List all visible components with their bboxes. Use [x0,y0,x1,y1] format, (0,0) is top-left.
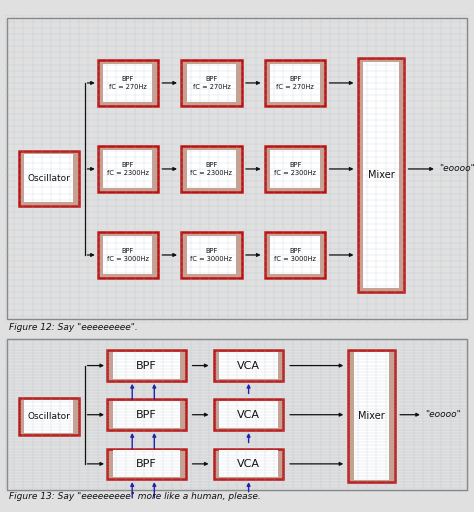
Text: BPF: BPF [136,360,157,371]
Text: Figure 12: Say "eeeeeeeee".: Figure 12: Say "eeeeeeeee". [9,323,138,332]
FancyBboxPatch shape [18,398,79,435]
Text: Figure 13: Say "eeeeeeeee" more like a human, please.: Figure 13: Say "eeeeeeeee" more like a h… [9,492,261,501]
FancyBboxPatch shape [214,350,283,381]
FancyBboxPatch shape [214,399,283,430]
Text: Mixer: Mixer [358,411,385,421]
Text: BPF
fC = 270Hz: BPF fC = 270Hz [192,76,230,90]
FancyBboxPatch shape [103,150,153,188]
FancyBboxPatch shape [265,146,325,192]
FancyBboxPatch shape [112,451,180,477]
Text: BPF: BPF [136,459,157,469]
FancyBboxPatch shape [112,401,180,428]
Text: Mixer: Mixer [368,170,394,180]
Text: BPF
fC = 3000Hz: BPF fC = 3000Hz [107,248,149,262]
Text: BPF
fC = 270Hz: BPF fC = 270Hz [276,76,314,90]
Text: "eoooo": "eoooo" [425,410,461,419]
Text: BPF
fC = 2300Hz: BPF fC = 2300Hz [191,162,232,176]
FancyBboxPatch shape [271,63,319,102]
FancyBboxPatch shape [103,236,153,274]
FancyBboxPatch shape [187,236,236,274]
FancyBboxPatch shape [364,62,399,288]
FancyBboxPatch shape [271,236,319,274]
FancyBboxPatch shape [214,449,283,479]
FancyBboxPatch shape [265,60,325,106]
FancyBboxPatch shape [358,58,404,292]
Text: VCA: VCA [237,459,260,469]
Text: "eoooo": "eoooo" [439,164,474,174]
FancyBboxPatch shape [348,350,395,482]
Text: Oscillator: Oscillator [27,412,70,421]
FancyBboxPatch shape [181,146,242,192]
FancyBboxPatch shape [107,350,186,381]
FancyBboxPatch shape [24,154,73,202]
FancyBboxPatch shape [18,151,79,206]
Text: BPF: BPF [136,410,157,420]
FancyBboxPatch shape [219,451,278,477]
FancyBboxPatch shape [98,146,158,192]
FancyBboxPatch shape [98,232,158,278]
FancyBboxPatch shape [181,60,242,106]
FancyBboxPatch shape [98,60,158,106]
FancyBboxPatch shape [103,63,153,102]
Text: BPF
fC = 2300Hz: BPF fC = 2300Hz [274,162,316,176]
FancyBboxPatch shape [107,449,186,479]
Text: BPF
fC = 3000Hz: BPF fC = 3000Hz [191,248,232,262]
FancyBboxPatch shape [112,352,180,379]
FancyBboxPatch shape [187,150,236,188]
FancyBboxPatch shape [181,232,242,278]
Text: VCA: VCA [237,410,260,420]
Text: BPF
fC = 270Hz: BPF fC = 270Hz [109,76,147,90]
Text: Oscillator: Oscillator [27,174,70,183]
FancyBboxPatch shape [219,352,278,379]
FancyBboxPatch shape [219,401,278,428]
FancyBboxPatch shape [271,150,319,188]
FancyBboxPatch shape [265,232,325,278]
FancyBboxPatch shape [354,352,389,480]
FancyBboxPatch shape [24,400,73,433]
Text: BPF
fC = 2300Hz: BPF fC = 2300Hz [107,162,149,176]
FancyBboxPatch shape [187,63,236,102]
FancyBboxPatch shape [107,399,186,430]
Text: VCA: VCA [237,360,260,371]
Text: BPF
fC = 3000Hz: BPF fC = 3000Hz [274,248,316,262]
